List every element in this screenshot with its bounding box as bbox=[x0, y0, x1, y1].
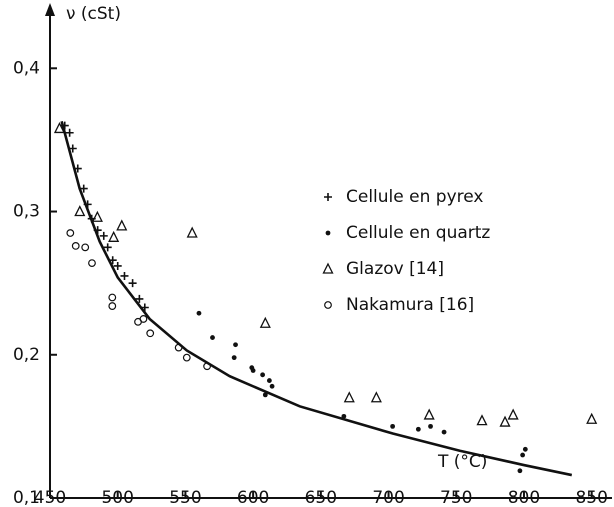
legend-marker bbox=[325, 230, 331, 236]
x-tick-label: 450 bbox=[34, 488, 66, 507]
circle-marker bbox=[203, 362, 211, 371]
plus-marker bbox=[68, 144, 77, 153]
circle-marker bbox=[88, 259, 96, 267]
circle-marker bbox=[71, 242, 80, 250]
plus-marker bbox=[83, 200, 92, 209]
plus-marker bbox=[135, 294, 144, 303]
triangle-marker bbox=[343, 391, 355, 403]
dot-marker bbox=[196, 310, 202, 316]
triangle-marker bbox=[507, 408, 519, 420]
x-tick-label: 650 bbox=[305, 488, 337, 507]
triangle-marker bbox=[186, 226, 198, 238]
legend-label: Cellule en pyrex bbox=[346, 187, 483, 207]
x-tick-label: 850 bbox=[575, 488, 607, 507]
plus-marker bbox=[120, 271, 129, 280]
dot-marker bbox=[415, 426, 421, 432]
legend-label: Cellule en quartz bbox=[346, 223, 490, 243]
plus-marker bbox=[99, 231, 108, 240]
dot-marker bbox=[231, 355, 237, 361]
x-tick-label: 600 bbox=[237, 488, 269, 507]
circle-marker bbox=[108, 293, 117, 302]
triangle-marker bbox=[370, 391, 382, 403]
plus-marker bbox=[60, 121, 69, 130]
plus-marker bbox=[73, 164, 82, 173]
plus-marker bbox=[108, 256, 117, 265]
x-axis-label: T (°C) bbox=[437, 452, 487, 472]
dot-marker bbox=[517, 468, 523, 474]
dot-marker bbox=[390, 423, 396, 429]
y-axis-label: ν (cSt) bbox=[66, 4, 121, 24]
dot-marker bbox=[266, 378, 272, 383]
y-tick-label: 0,2 bbox=[13, 345, 40, 365]
triangle-marker bbox=[423, 408, 435, 420]
dot-marker bbox=[269, 383, 275, 389]
dot-marker bbox=[233, 342, 238, 348]
plus-marker bbox=[140, 303, 149, 312]
triangle-marker bbox=[53, 121, 66, 134]
x-tick-label: 700 bbox=[372, 488, 404, 507]
dot-marker bbox=[428, 423, 433, 429]
dot-marker bbox=[522, 446, 528, 452]
y-tick-label: 0,1 bbox=[13, 488, 40, 507]
dot-marker bbox=[260, 372, 266, 378]
triangle-marker bbox=[586, 412, 598, 424]
y-tick-label: 0,4 bbox=[13, 58, 40, 78]
plus-marker bbox=[103, 243, 112, 252]
x-tick-label: 500 bbox=[101, 488, 133, 507]
triangle-marker bbox=[476, 414, 488, 426]
dot-marker bbox=[262, 392, 268, 398]
plus-marker bbox=[79, 184, 88, 193]
circle-marker bbox=[108, 302, 117, 310]
circle-marker bbox=[66, 229, 75, 237]
x-tick-label: 550 bbox=[169, 488, 201, 507]
circle-marker bbox=[182, 353, 191, 362]
plus-marker bbox=[93, 226, 102, 235]
dot-marker bbox=[341, 413, 347, 419]
plus-marker bbox=[65, 128, 74, 137]
legend-marker bbox=[324, 193, 332, 201]
y-tick-label: 0,3 bbox=[13, 202, 40, 222]
triangle-marker bbox=[108, 230, 120, 242]
triangle-marker bbox=[259, 316, 271, 328]
plus-marker bbox=[128, 279, 137, 288]
legend-label: Glazov [14] bbox=[346, 259, 444, 279]
circle-marker bbox=[174, 343, 183, 352]
dot-marker bbox=[520, 452, 526, 458]
x-tick-label: 750 bbox=[440, 488, 472, 507]
legend-label: Nakamura [16] bbox=[346, 295, 474, 315]
legend-marker bbox=[322, 262, 334, 274]
triangle-marker bbox=[116, 219, 128, 231]
circle-marker bbox=[146, 329, 155, 338]
triangle-marker bbox=[91, 210, 103, 222]
circle-marker bbox=[81, 243, 90, 252]
circle-marker bbox=[139, 315, 148, 323]
dot-marker bbox=[210, 335, 215, 340]
x-tick-label: 800 bbox=[508, 488, 540, 507]
dot-marker bbox=[250, 368, 256, 373]
triangle-marker bbox=[499, 415, 511, 427]
dot-marker bbox=[441, 429, 447, 435]
y-axis-arrow bbox=[45, 3, 55, 16]
plus-marker bbox=[113, 261, 122, 270]
triangle-marker bbox=[74, 205, 86, 217]
legend-marker bbox=[324, 301, 332, 309]
